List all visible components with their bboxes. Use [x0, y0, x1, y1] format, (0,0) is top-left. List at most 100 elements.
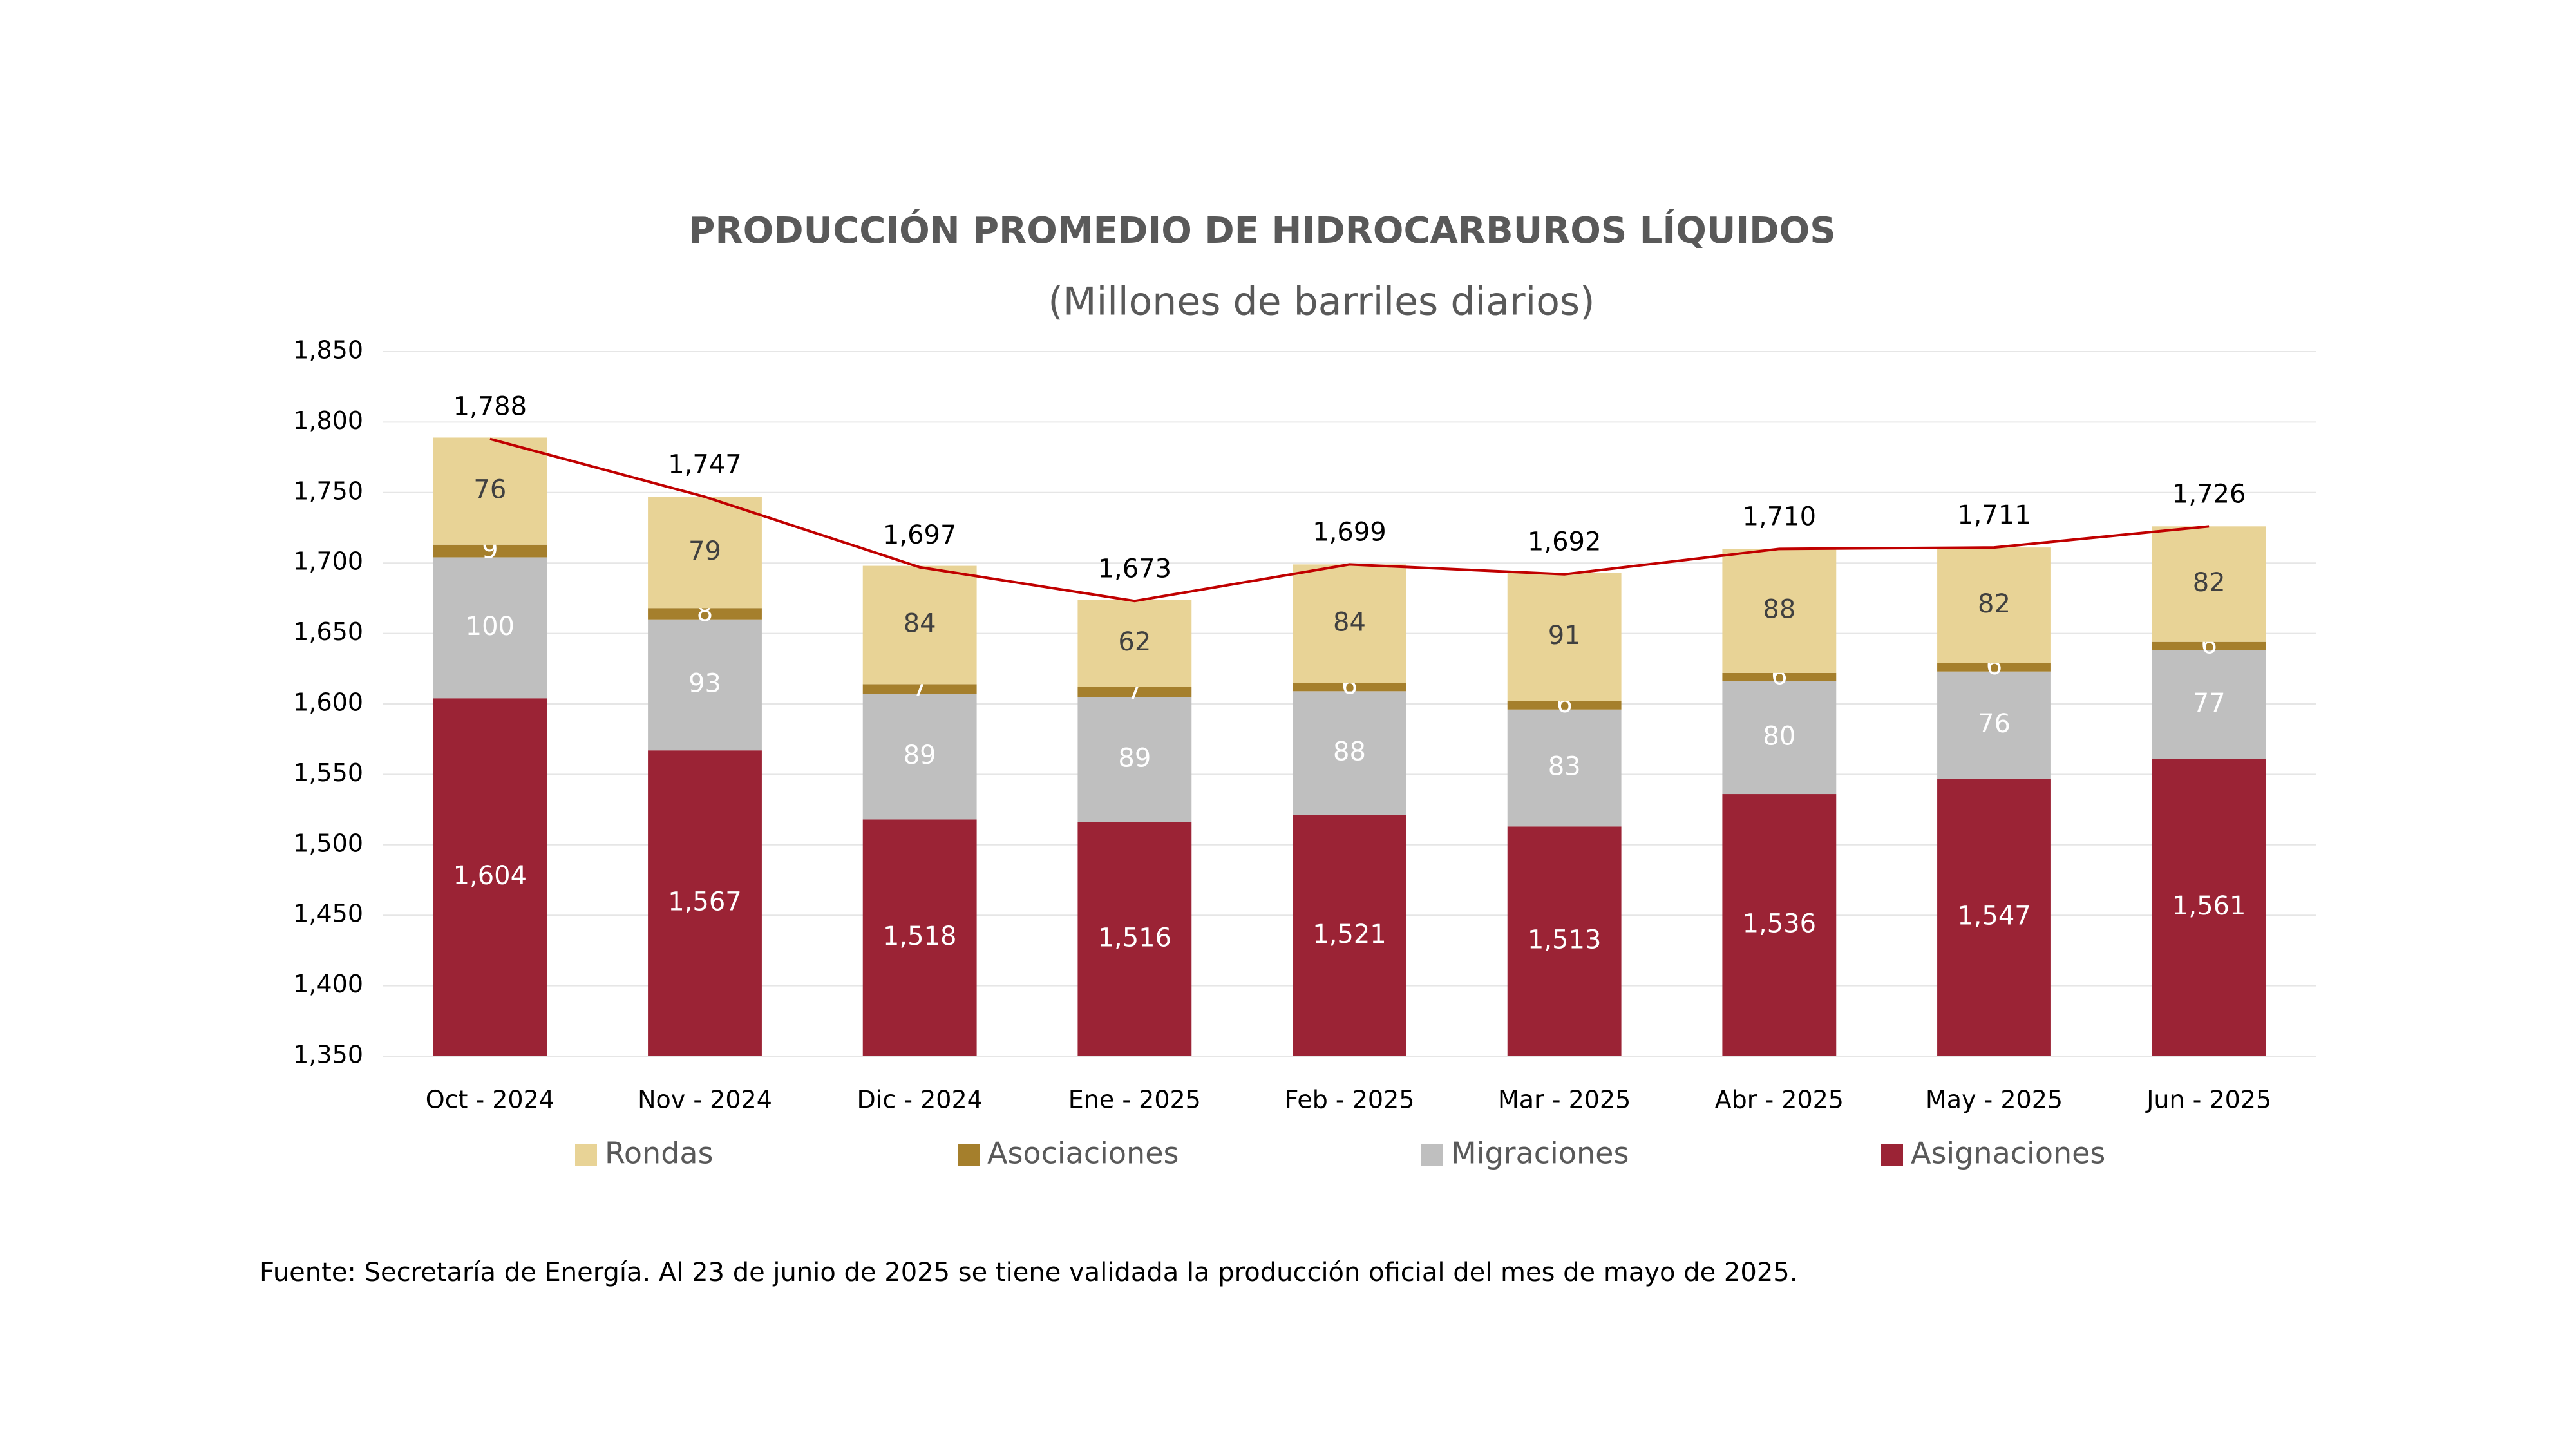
bar-segment — [1507, 709, 1622, 827]
y-tick-label: 1,850 — [293, 336, 363, 365]
legend-label: Asociaciones — [987, 1136, 1179, 1171]
x-tick-label: Nov - 2024 — [638, 1086, 772, 1114]
y-tick-label: 1,450 — [293, 900, 363, 928]
legend-swatch — [575, 1144, 597, 1166]
x-tick-label: May - 2025 — [1926, 1086, 2063, 1114]
bar-segment — [433, 437, 547, 545]
data-label: 1,521 — [1312, 920, 1387, 949]
data-label: 91 — [1548, 621, 1581, 650]
bar-segment — [1077, 687, 1192, 697]
x-tick-label: Feb - 2025 — [1285, 1086, 1415, 1114]
data-label: 89 — [904, 741, 936, 770]
data-label: 88 — [1763, 595, 1795, 625]
source-note: Fuente: Secretaría de Energía. Al 23 de … — [260, 1258, 1797, 1287]
bar-segment — [1077, 600, 1192, 687]
legend-swatch — [1421, 1144, 1443, 1166]
data-label: 1,604 — [453, 861, 527, 891]
y-tick-label: 1,600 — [293, 688, 363, 717]
data-label: 76 — [473, 475, 506, 505]
bar-segment — [433, 544, 547, 558]
bar-segment — [1937, 778, 2051, 1056]
data-label: 1,561 — [2172, 891, 2246, 921]
bar-segment — [1937, 547, 2051, 663]
data-label: 82 — [2193, 568, 2226, 598]
bar-segment — [1507, 573, 1622, 701]
data-label: 100 — [466, 612, 515, 641]
total-label: 1,673 — [1098, 554, 1172, 583]
bar-segment — [648, 608, 762, 620]
data-label: 80 — [1763, 722, 1795, 752]
x-tick-label: Mar - 2025 — [1498, 1086, 1631, 1114]
data-label: 82 — [1978, 589, 2011, 619]
bar-segment — [2152, 759, 2266, 1056]
bar-segment — [862, 694, 977, 820]
y-tick-label: 1,800 — [293, 406, 363, 435]
total-label: 1,697 — [883, 520, 957, 550]
y-tick-label: 1,650 — [293, 618, 363, 646]
total-label: 1,710 — [1743, 502, 1817, 531]
legend-label: Migraciones — [1451, 1136, 1629, 1171]
data-label: 1,547 — [1957, 901, 2031, 931]
data-label: 84 — [904, 609, 936, 638]
total-label: 1,747 — [668, 450, 742, 479]
data-label: 89 — [1118, 743, 1151, 773]
bar-segment — [648, 619, 762, 751]
bar-segment — [2152, 526, 2266, 642]
data-label: 77 — [2193, 688, 2226, 718]
bar-segment — [1722, 672, 1837, 681]
data-label: 1,513 — [1528, 925, 1602, 955]
bar-segment — [433, 698, 547, 1056]
y-tick-label: 1,700 — [293, 547, 363, 576]
chart-subtitle: (Millones de barriles diarios) — [1048, 279, 1595, 325]
chart-title: PRODUCCIÓN PROMEDIO DE HIDROCARBUROS LÍQ… — [688, 209, 1835, 252]
legend-label: Asignaciones — [1911, 1136, 2105, 1171]
data-label: 1,567 — [668, 887, 742, 917]
y-tick-label: 1,750 — [293, 477, 363, 505]
x-tick-label: Dic - 2024 — [857, 1086, 983, 1114]
bar-segment — [1293, 815, 1406, 1056]
legend-label: Rondas — [605, 1136, 714, 1171]
bar-segment — [1507, 701, 1622, 710]
bar-segment — [1293, 564, 1406, 683]
legend-swatch — [1881, 1144, 1903, 1166]
total-line — [489, 437, 2210, 603]
legend-swatch — [958, 1144, 980, 1166]
bar-segment — [2152, 650, 2266, 759]
data-label: 1,518 — [883, 922, 957, 951]
y-tick-label: 1,400 — [293, 970, 363, 998]
bar-segment — [1507, 826, 1622, 1056]
bar-segment — [648, 750, 762, 1056]
data-label: 84 — [1333, 607, 1366, 637]
bar-segment — [1293, 683, 1406, 692]
bar-segment — [2152, 641, 2266, 650]
y-tick-label: 1,350 — [293, 1041, 363, 1069]
data-label: 1,516 — [1098, 923, 1172, 952]
bar-segment — [1722, 681, 1837, 795]
x-tick-label: Ene - 2025 — [1068, 1086, 1201, 1114]
bar-segment — [1937, 671, 2051, 779]
bar-segment — [1722, 549, 1837, 673]
total-label: 1,711 — [1957, 500, 2031, 530]
y-tick-label: 1,550 — [293, 759, 363, 787]
bar-segment — [1722, 794, 1837, 1056]
bar-segment — [648, 497, 762, 609]
data-label: 1,536 — [1743, 909, 1817, 939]
bar-segment — [862, 684, 977, 694]
total-label: 1,726 — [2172, 479, 2246, 509]
data-label: 62 — [1118, 627, 1151, 657]
total-label: 1,699 — [1312, 517, 1387, 547]
x-tick-label: Oct - 2024 — [426, 1086, 554, 1114]
data-label: 76 — [1978, 709, 2011, 739]
data-label: 79 — [688, 536, 721, 566]
data-label: 88 — [1333, 737, 1366, 767]
bar-segment — [1937, 663, 2051, 672]
bar-segment — [862, 819, 977, 1056]
bar-segment — [862, 565, 977, 685]
total-label: 1,692 — [1528, 527, 1602, 557]
x-tick-label: Abr - 2025 — [1715, 1086, 1844, 1114]
x-tick-label: Jun - 2025 — [2145, 1086, 2271, 1114]
bar-segment — [1293, 691, 1406, 815]
